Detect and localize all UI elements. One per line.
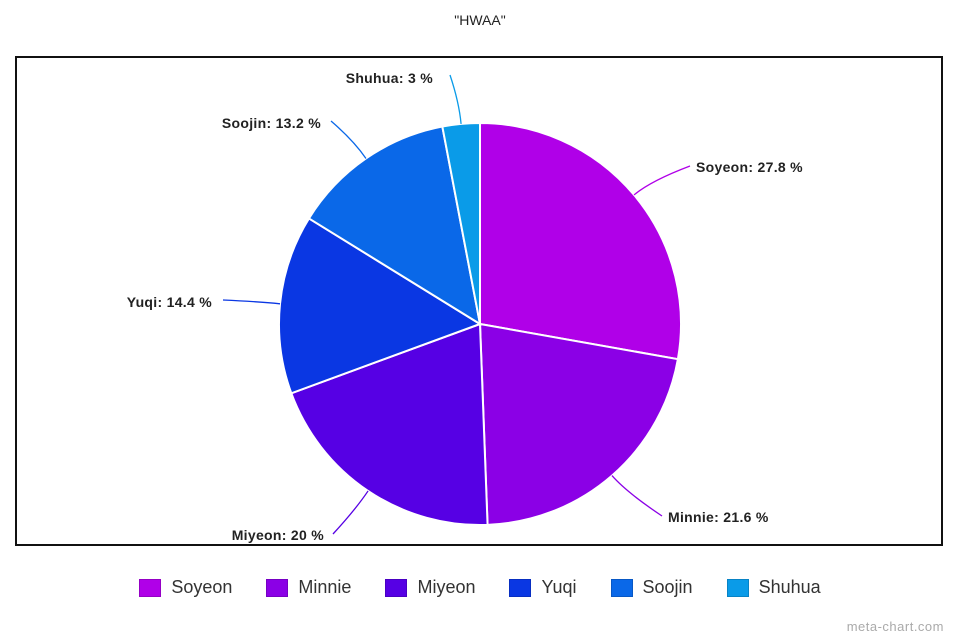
legend-swatch [266,578,289,597]
legend-label: Yuqi [541,577,577,597]
plot-frame [15,56,943,546]
pie-slice-soyeon[interactable] [479,121,682,361]
legend-swatch [385,578,408,597]
legend: Soyeon Minnie Miyeon Yuqi Soojin Shuhua [0,577,960,602]
leader-line-shuhua [449,74,462,124]
pie-slice-soojin[interactable] [307,125,482,327]
legend-label: Soojin [642,577,693,597]
leader-line-soyeon [633,165,691,196]
legend-swatch [610,578,633,597]
legend-label: Miyeon [417,577,476,597]
watermark: meta-chart.com [846,619,944,634]
leader-line-miyeon [332,490,369,535]
legend-label: Minnie [298,577,352,597]
legend-swatch [726,578,749,597]
leader-line-minnie [611,475,663,517]
legend-item-shuhua[interactable]: Shuhua [726,577,821,598]
legend-label: Soyeon [171,577,233,597]
slice-label-miyeon: Miyeon: 20 % [232,527,325,543]
legend-item-yuqi[interactable]: Yuqi [509,577,577,598]
legend-item-soyeon[interactable]: Soyeon [139,577,232,598]
legend-item-soojin[interactable]: Soojin [610,577,693,598]
slice-label-soyeon: Soyeon: 27.8 % [696,159,803,175]
slice-label-yuqi: Yuqi: 14.4 % [127,294,213,310]
slice-label-soojin: Soojin: 13.2 % [222,115,321,131]
slice-label-minnie: Minnie: 21.6 % [668,509,769,525]
legend-swatch [139,578,162,597]
leader-line-soojin [330,120,367,159]
legend-label: Shuhua [758,577,821,597]
legend-swatch [509,578,532,597]
legend-item-minnie[interactable]: Minnie [266,577,351,598]
pie-slice-minnie[interactable] [478,322,680,526]
chart-title: "HWAA" [454,12,506,28]
slice-label-shuhua: Shuhua: 3 % [346,70,434,86]
leader-line-yuqi [222,299,281,305]
legend-item-miyeon[interactable]: Miyeon [385,577,475,598]
